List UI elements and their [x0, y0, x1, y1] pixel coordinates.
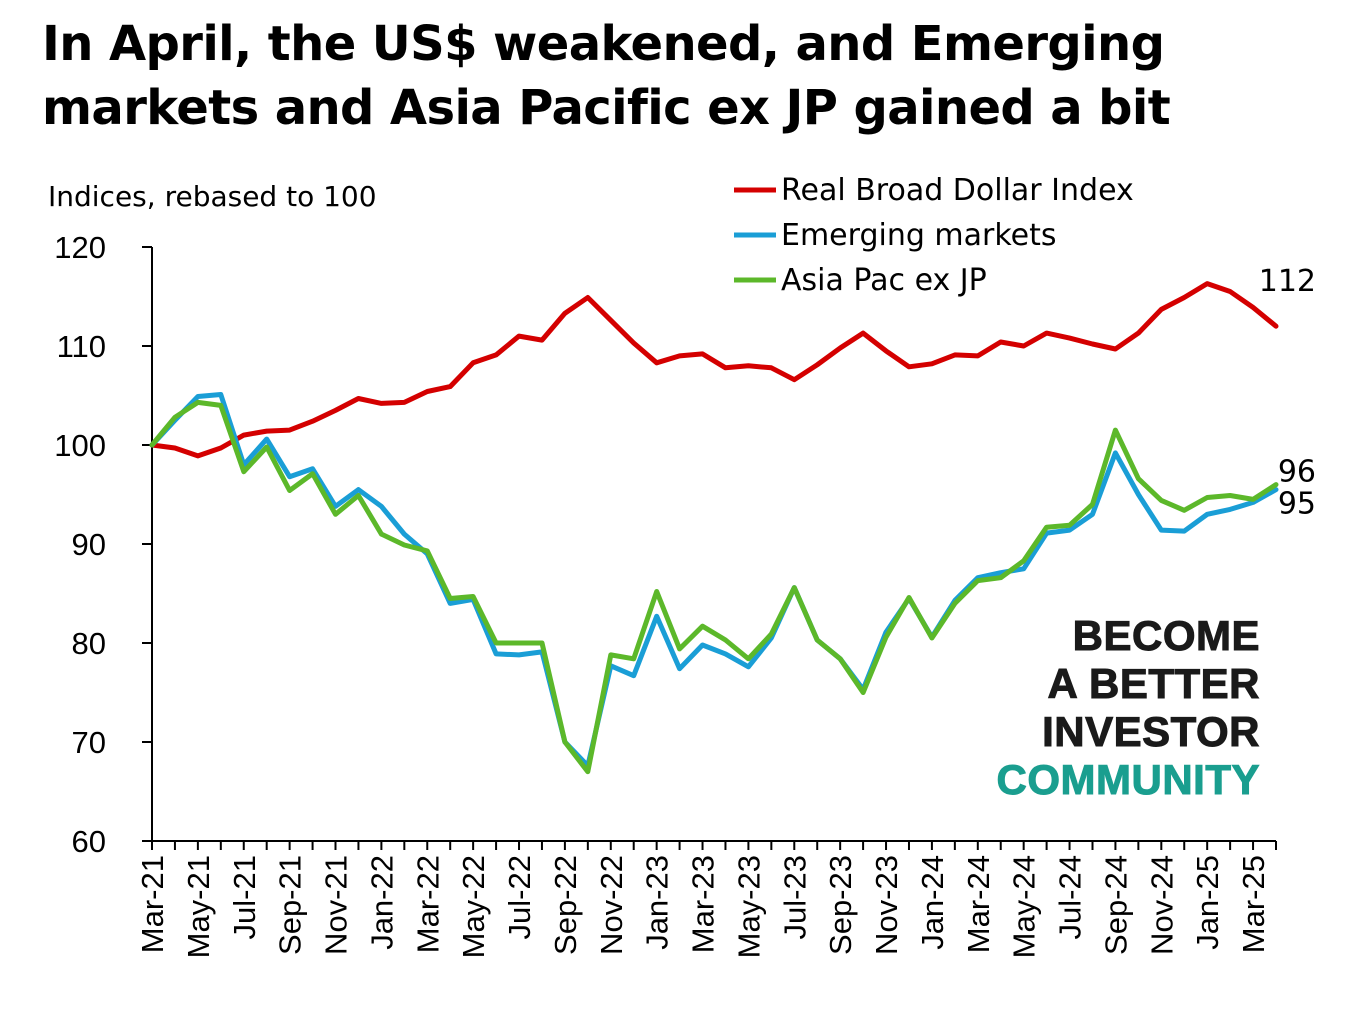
x-tick-label: Jan-24: [915, 855, 950, 950]
chart-title: In April, the US$ weakened, and Emerging…: [42, 16, 1171, 136]
end-value-label: 95: [1278, 487, 1316, 522]
x-tick-label: Jul-23: [777, 855, 812, 939]
x-axis-ticks: Mar-21 May-21 Jul-21 Sep-21 Nov-21 Jan-22 Mar-…: [135, 841, 1277, 958]
x-tick-label: Sep-23: [823, 855, 858, 955]
x-tick-label: Mar-24: [961, 855, 996, 953]
x-tick-label: Nov-23: [869, 855, 904, 955]
y-tick-label: 120: [54, 230, 106, 265]
x-tick-label: Jul-22: [502, 855, 537, 939]
y-tick-label: 110: [57, 329, 106, 364]
y-tick-label: 90: [72, 527, 106, 562]
x-tick-label: Mar-22: [410, 855, 445, 953]
end-value-label: 96: [1278, 455, 1316, 490]
x-tick-label: Nov-22: [594, 855, 629, 955]
series-line-asia-pac-ex-jp: [149, 399, 1279, 775]
x-tick-label: Sep-24: [1098, 855, 1133, 955]
x-tick-label: Jul-24: [1053, 855, 1088, 939]
watermark-logo: BECOME A BETTER INVESTOR COMMUNITY: [996, 612, 1260, 804]
y-tick-label: 70: [72, 725, 106, 760]
x-tick-label: Sep-22: [548, 855, 583, 955]
watermark-line-2: A BETTER: [1047, 660, 1260, 708]
y-axis-ticks: 60 70 80 90 100 110 120: [54, 230, 152, 859]
watermark-line-3: INVESTOR: [1042, 708, 1260, 756]
legend-label: Emerging markets: [781, 218, 1057, 253]
y-tick-label: 100: [54, 428, 106, 463]
watermark-line-1: BECOME: [1072, 612, 1260, 660]
legend[interactable]: Real Broad Dollar Index Emerging markets A…: [734, 173, 1134, 298]
legend-label: Asia Pac ex JP: [781, 263, 987, 298]
x-tick-label: May-21: [181, 855, 216, 958]
x-tick-label: May-24: [1007, 855, 1042, 958]
x-tick-label: May-22: [456, 855, 491, 958]
legend-label: Real Broad Dollar Index: [781, 173, 1134, 208]
x-tick-label: Mar-21: [135, 855, 170, 953]
x-tick-label: May-23: [731, 855, 766, 958]
x-tick-label: Nov-24: [1144, 855, 1179, 955]
y-tick-label: 60: [72, 824, 106, 859]
x-tick-label: Jul-21: [227, 855, 262, 939]
x-tick-label: Mar-23: [686, 855, 721, 953]
series-lines: [149, 281, 1279, 775]
watermark-line-4: COMMUNITY: [996, 756, 1260, 804]
series-line-real-broad-dollar-index: [149, 281, 1279, 459]
x-tick-label: Jan-22: [364, 855, 399, 950]
y-axis-label: Indices, rebased to 100: [48, 180, 377, 213]
x-tick-label: Sep-21: [273, 855, 308, 955]
x-tick-label: Jan-23: [640, 855, 675, 950]
x-tick-label: Mar-25: [1236, 855, 1271, 953]
x-tick-label: Nov-21: [319, 855, 354, 955]
series-line-emerging-markets: [149, 392, 1279, 769]
end-value-label: 112: [1259, 264, 1316, 299]
y-tick-label: 80: [72, 626, 106, 661]
x-tick-label: Jan-25: [1190, 855, 1225, 950]
